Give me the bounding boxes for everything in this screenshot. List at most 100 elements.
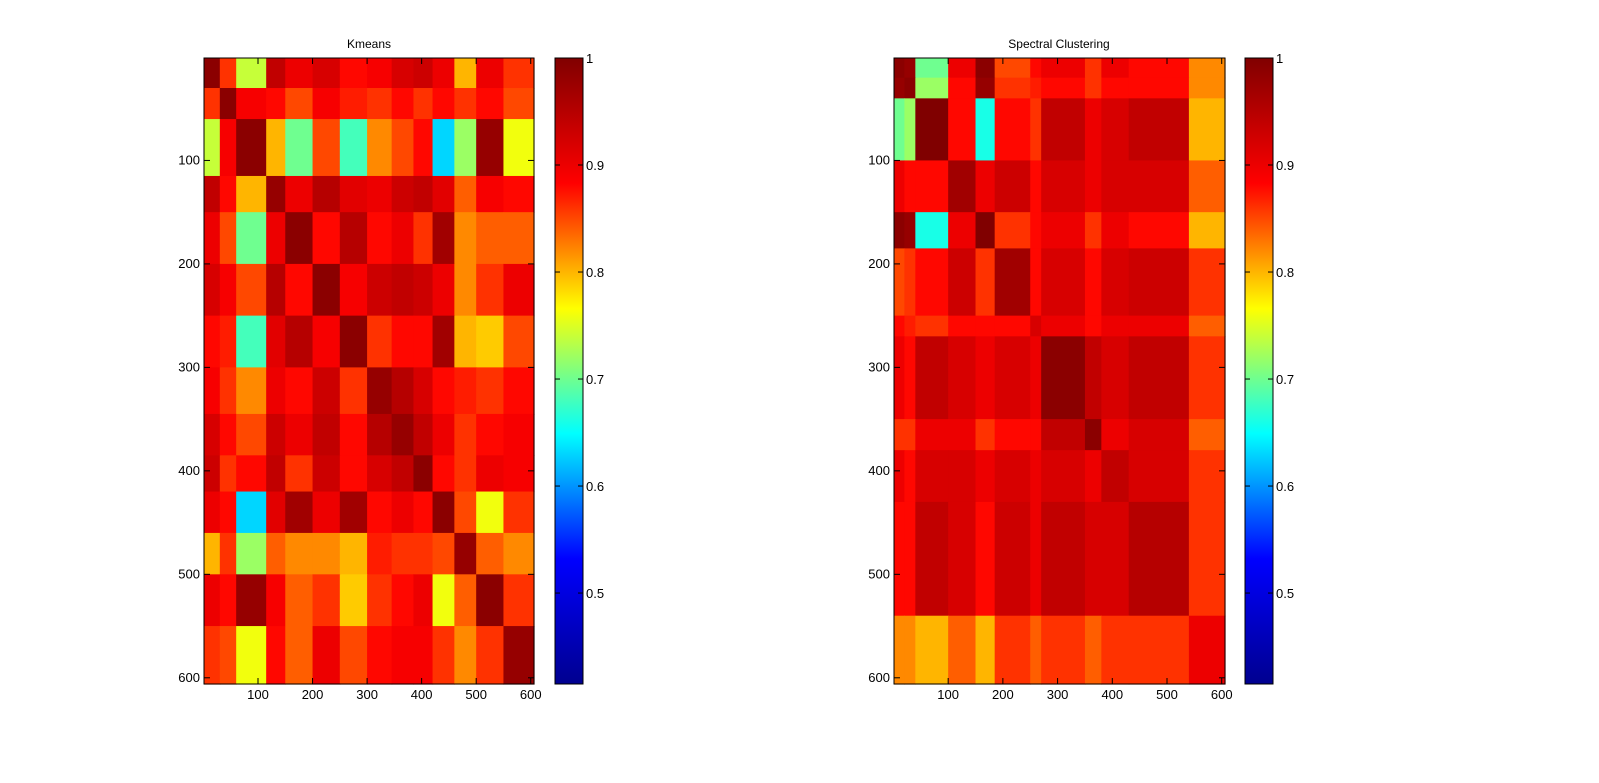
x-tick-label: 100	[247, 687, 269, 702]
heatmap-cell	[312, 315, 341, 368]
heatmap-cell	[432, 212, 455, 265]
heatmap-cell	[503, 532, 535, 575]
heatmap-cell	[432, 263, 455, 317]
heatmap-cell	[413, 491, 434, 534]
heatmap-cell	[948, 160, 977, 213]
kmeans-ticks: 100 200 300 400 500 600 100 200 300 400 500 600	[178, 58, 542, 702]
heatmap-cell	[1041, 450, 1086, 503]
kmeans-heatmap	[204, 58, 535, 685]
heatmap-cell	[948, 315, 977, 337]
heatmap-cell	[367, 367, 393, 415]
heatmap-cell	[312, 175, 341, 213]
heatmap-cell	[503, 315, 535, 368]
heatmap-cell	[915, 98, 949, 162]
heatmap-cell	[948, 336, 977, 420]
heatmap-cell	[915, 336, 949, 420]
heatmap-cell	[312, 88, 341, 120]
heatmap-cell	[994, 212, 1031, 249]
heatmap-cell	[1188, 419, 1226, 451]
heatmap-cell	[266, 315, 286, 368]
spectral-heatmap	[894, 58, 1226, 685]
heatmap-cell	[266, 175, 286, 213]
heatmap-cell	[1041, 501, 1086, 617]
heatmap-cell	[312, 413, 341, 456]
heatmap-cell	[994, 501, 1031, 617]
heatmap-cell	[432, 367, 455, 415]
heatmap-cell	[1101, 77, 1130, 99]
heatmap-cell	[994, 160, 1031, 213]
heatmap-cell	[266, 491, 286, 534]
heatmap-cell	[503, 58, 535, 89]
heatmap-cell	[204, 367, 221, 415]
heatmap-cell	[204, 263, 221, 317]
heatmap-cell	[476, 455, 505, 493]
heatmap-cell	[948, 58, 977, 79]
heatmap-cell	[894, 160, 905, 213]
heatmap-cell	[236, 88, 267, 120]
heatmap-cell	[454, 315, 477, 368]
heatmap-cell	[236, 58, 267, 89]
heatmap-cell	[948, 419, 977, 451]
colorbar-tick-label: 0.9	[1276, 158, 1294, 173]
heatmap-cell	[413, 88, 434, 120]
heatmap-cell	[219, 212, 237, 265]
heatmap-cell	[391, 413, 415, 456]
heatmap-cell	[219, 491, 237, 534]
heatmap-cell	[476, 574, 505, 627]
heatmap-cell	[432, 413, 455, 456]
heatmap-cell	[503, 175, 535, 213]
heatmap-cell	[476, 491, 505, 534]
heatmap-cell	[948, 212, 977, 249]
heatmap-cell	[219, 119, 237, 177]
heatmap-cell	[503, 367, 535, 415]
spectral-colorbar	[1244, 57, 1274, 685]
heatmap-cell	[975, 160, 996, 213]
heatmap-cell	[432, 574, 455, 627]
heatmap-cell	[285, 175, 314, 213]
heatmap-cell	[391, 58, 415, 89]
heatmap-cell	[476, 175, 505, 213]
heatmap-cell	[266, 413, 286, 456]
heatmap-cell	[948, 248, 977, 317]
heatmap-cell	[1128, 58, 1190, 79]
heatmap-cell	[454, 574, 477, 627]
heatmap-cell	[1128, 160, 1190, 213]
heatmap-cell	[904, 450, 916, 503]
heatmap-cell	[904, 77, 916, 99]
heatmap-cell	[312, 491, 341, 534]
heatmap-cell	[503, 212, 535, 265]
heatmap-cell	[975, 450, 996, 503]
heatmap-cell	[1128, 615, 1190, 685]
heatmap-cell	[204, 626, 221, 685]
x-tick-label: 300	[1047, 687, 1069, 702]
heatmap-cell	[948, 98, 977, 162]
heatmap-cell	[285, 315, 314, 368]
heatmap-cell	[476, 532, 505, 575]
heatmap-cell	[339, 491, 368, 534]
heatmap-cell	[219, 626, 237, 685]
heatmap-cell	[219, 58, 237, 89]
heatmap-cell	[266, 212, 286, 265]
heatmap-cell	[1041, 212, 1086, 249]
heatmap-cell	[219, 175, 237, 213]
heatmap-cell	[236, 626, 267, 685]
heatmap-cell	[413, 574, 434, 627]
colorbar-tick-label: 0.7	[1276, 372, 1294, 387]
heatmap-cell	[413, 212, 434, 265]
heatmap-cell	[904, 315, 916, 337]
heatmap-cell	[236, 175, 267, 213]
heatmap-cell	[236, 263, 267, 317]
heatmap-cell	[266, 263, 286, 317]
heatmap-cell	[915, 419, 949, 451]
heatmap-cell	[204, 315, 221, 368]
heatmap-cell	[339, 367, 368, 415]
heatmap-cell	[391, 491, 415, 534]
heatmap-cell	[476, 58, 505, 89]
heatmap-cell	[266, 455, 286, 493]
heatmap-cell	[1101, 98, 1130, 162]
heatmap-cell	[904, 98, 916, 162]
heatmap-cell	[503, 455, 535, 493]
heatmap-cell	[1101, 248, 1130, 317]
heatmap-cell	[367, 58, 393, 89]
heatmap-cell	[1030, 419, 1042, 451]
